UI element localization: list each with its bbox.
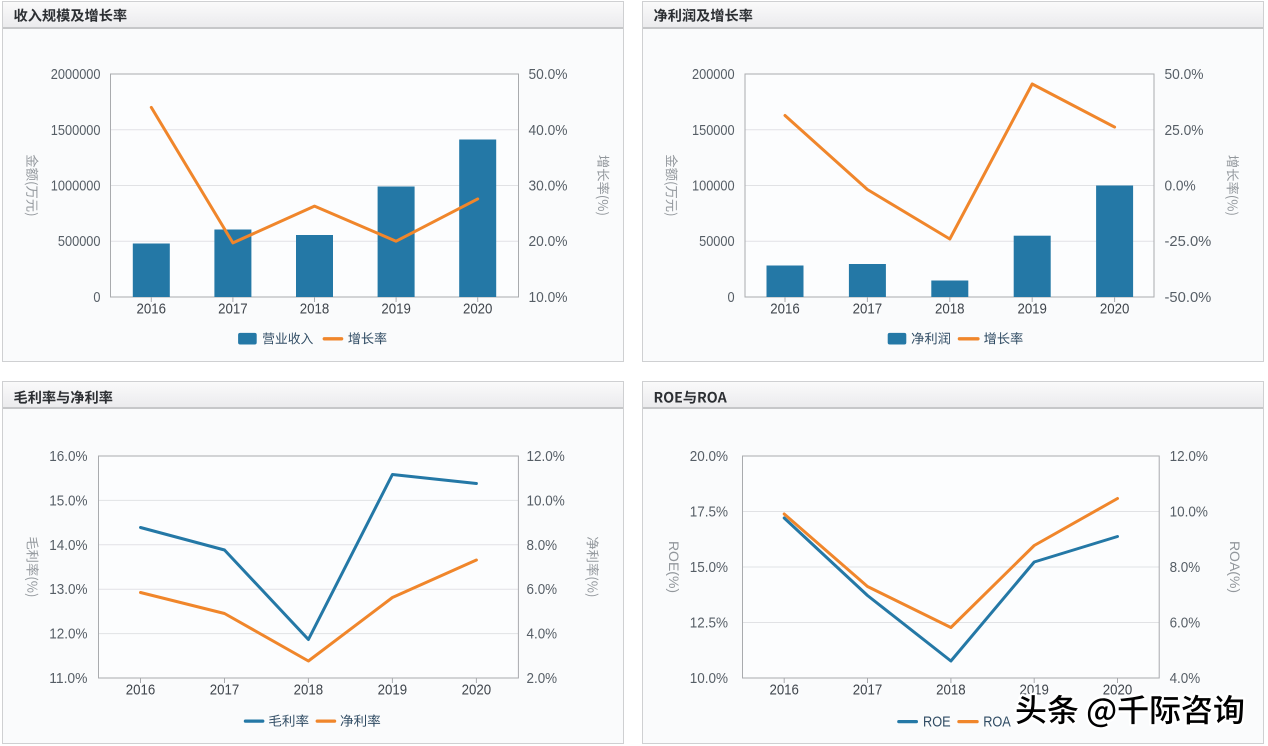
svg-text:500000: 500000 [58, 234, 101, 250]
svg-text:-25.0%: -25.0% [1165, 234, 1212, 250]
svg-text:8.0%: 8.0% [1170, 560, 1201, 576]
svg-text:15.0%: 15.0% [690, 560, 728, 576]
svg-text:2019: 2019 [1017, 300, 1047, 317]
svg-text:2019: 2019 [1019, 682, 1049, 699]
svg-text:2018: 2018 [300, 300, 330, 317]
svg-text:12.5%: 12.5% [690, 616, 728, 632]
svg-text:2017: 2017 [853, 300, 883, 317]
svg-text:14.0%: 14.0% [49, 538, 87, 554]
svg-text:2000000: 2000000 [51, 67, 101, 83]
svg-text:2.0%: 2.0% [527, 671, 558, 687]
svg-text:150000: 150000 [692, 123, 735, 139]
svg-text:2017: 2017 [853, 682, 883, 699]
svg-text:2018: 2018 [935, 300, 965, 317]
svg-text:10.0%: 10.0% [690, 671, 728, 687]
svg-text:ROE: ROE [923, 714, 951, 730]
svg-text:20.0%: 20.0% [529, 234, 568, 250]
svg-text:2017: 2017 [218, 300, 248, 317]
svg-text:2020: 2020 [463, 300, 493, 317]
svg-text:0: 0 [93, 290, 100, 306]
svg-text:8.0%: 8.0% [527, 538, 558, 554]
svg-text:2016: 2016 [126, 682, 156, 699]
svg-text:20.0%: 20.0% [690, 449, 728, 465]
svg-text:12.0%: 12.0% [1170, 449, 1208, 465]
svg-text:0.0%: 0.0% [1165, 179, 1196, 195]
svg-text:2019: 2019 [381, 300, 411, 317]
svg-text:50.0%: 50.0% [529, 67, 568, 83]
svg-text:200000: 200000 [692, 67, 735, 83]
svg-text:10.0%: 10.0% [529, 290, 568, 306]
svg-text:4.0%: 4.0% [1170, 671, 1201, 687]
svg-text:11.0%: 11.0% [49, 671, 87, 687]
svg-text:2016: 2016 [769, 682, 799, 699]
svg-text:40.0%: 40.0% [529, 123, 568, 139]
svg-text:2018: 2018 [936, 682, 966, 699]
svg-text:2020: 2020 [462, 682, 492, 699]
svg-text:2016: 2016 [770, 300, 800, 317]
svg-text:ROE(%): ROE(%) [666, 541, 682, 593]
svg-text:10.0%: 10.0% [527, 493, 565, 509]
svg-text:13.0%: 13.0% [49, 582, 87, 598]
svg-text:16.0%: 16.0% [49, 449, 87, 465]
svg-text:4.0%: 4.0% [527, 627, 558, 643]
svg-text:2018: 2018 [294, 682, 324, 699]
svg-text:10.0%: 10.0% [1170, 505, 1208, 521]
svg-text:ROA(%): ROA(%) [1227, 541, 1243, 593]
svg-text:12.0%: 12.0% [527, 449, 565, 465]
svg-text:2020: 2020 [1103, 682, 1133, 699]
svg-text:1500000: 1500000 [51, 123, 101, 139]
svg-text:12.0%: 12.0% [49, 627, 87, 643]
svg-text:30.0%: 30.0% [529, 179, 568, 195]
svg-text:17.5%: 17.5% [690, 505, 728, 521]
svg-text:0: 0 [728, 290, 735, 306]
svg-text:ROA: ROA [983, 714, 1011, 730]
svg-text:2017: 2017 [210, 682, 240, 699]
svg-text:-50.0%: -50.0% [1165, 290, 1212, 306]
svg-text:2019: 2019 [378, 682, 408, 699]
svg-text:2016: 2016 [137, 300, 167, 317]
svg-text:15.0%: 15.0% [49, 493, 87, 509]
svg-text:100000: 100000 [692, 179, 735, 195]
svg-text:50000: 50000 [699, 234, 735, 250]
svg-text:2020: 2020 [1100, 300, 1130, 317]
svg-text:25.0%: 25.0% [1165, 123, 1204, 139]
svg-text:1000000: 1000000 [51, 179, 101, 195]
svg-text:6.0%: 6.0% [1170, 616, 1201, 632]
svg-text:50.0%: 50.0% [1165, 67, 1204, 83]
svg-text:6.0%: 6.0% [527, 582, 558, 598]
